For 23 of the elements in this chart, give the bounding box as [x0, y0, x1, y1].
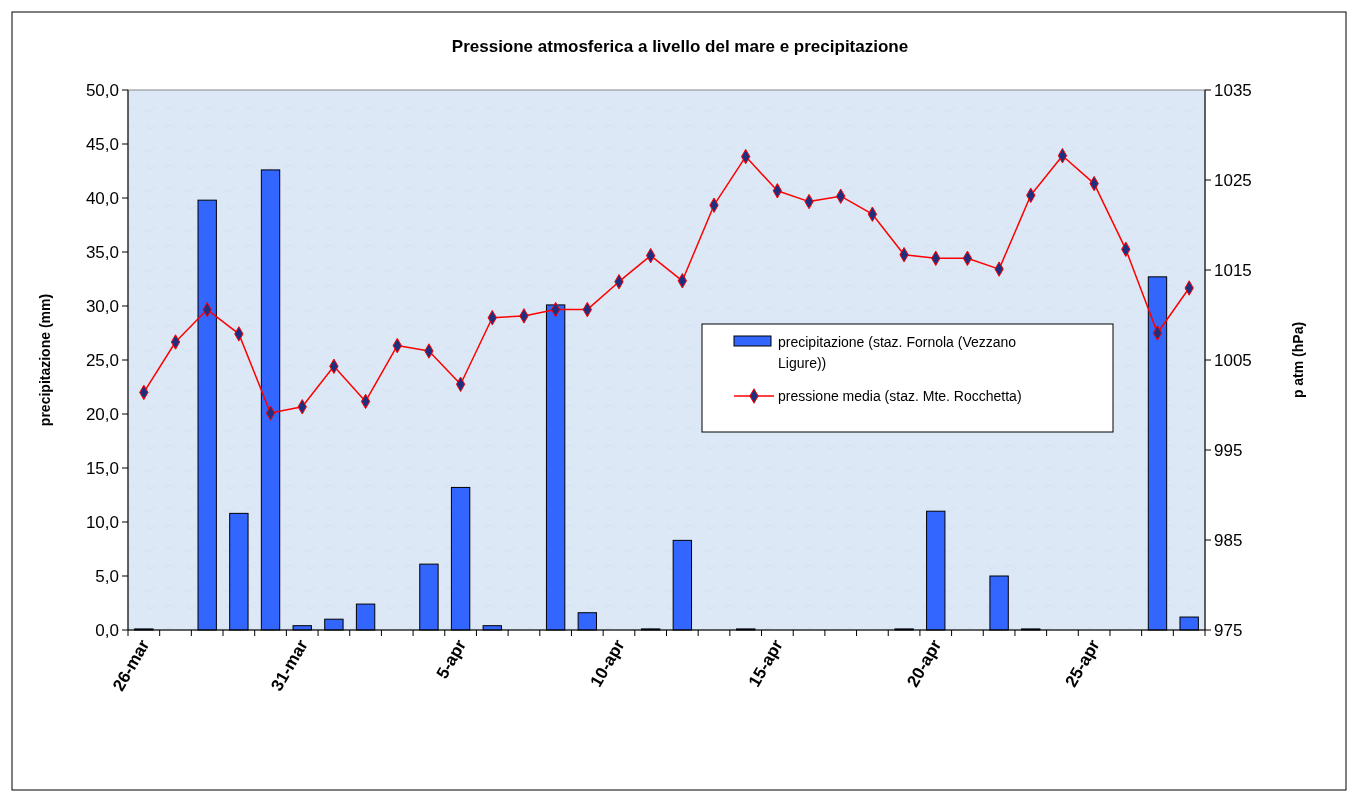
y-tick-label: 10,0 [85, 512, 119, 532]
legend-label: pressione media (staz. Mte. Rocchetta) [778, 387, 1022, 404]
legend-label: precipitazione (staz. Fornola (Vezzano Ligure)) [778, 333, 1017, 371]
y-tick-label: 30,0 [85, 296, 119, 316]
y-tick-label: 15,0 [85, 458, 119, 478]
y-tick-label: 45,0 [85, 134, 119, 154]
y-tick-label: 20,0 [85, 404, 119, 424]
y2-tick-label: 1025 [1214, 170, 1252, 190]
y-tick-label: 40,0 [85, 188, 119, 208]
y2-tick-label: 1035 [1214, 80, 1252, 100]
y2-tick-label: 985 [1214, 530, 1243, 550]
y-tick-label: 50,0 [85, 80, 119, 100]
y2-tick-label: 1015 [1214, 260, 1252, 280]
y2-axis-title: p atm (hPa) [1290, 321, 1306, 399]
y2-tick-label: 975 [1214, 620, 1243, 640]
y-tick-label: 0,0 [95, 620, 119, 640]
chart-title: Pressione atmosferica a livello del mare e precipitazione [451, 37, 909, 56]
y-axis-title: precipitazione (mm) [37, 293, 53, 427]
y2-tick-label: 1005 [1214, 350, 1252, 370]
y-tick-label: 35,0 [85, 242, 119, 262]
y2-tick-label: 995 [1214, 440, 1243, 460]
y-tick-label: 25,0 [85, 350, 119, 370]
y-tick-label: 5,0 [95, 566, 119, 586]
